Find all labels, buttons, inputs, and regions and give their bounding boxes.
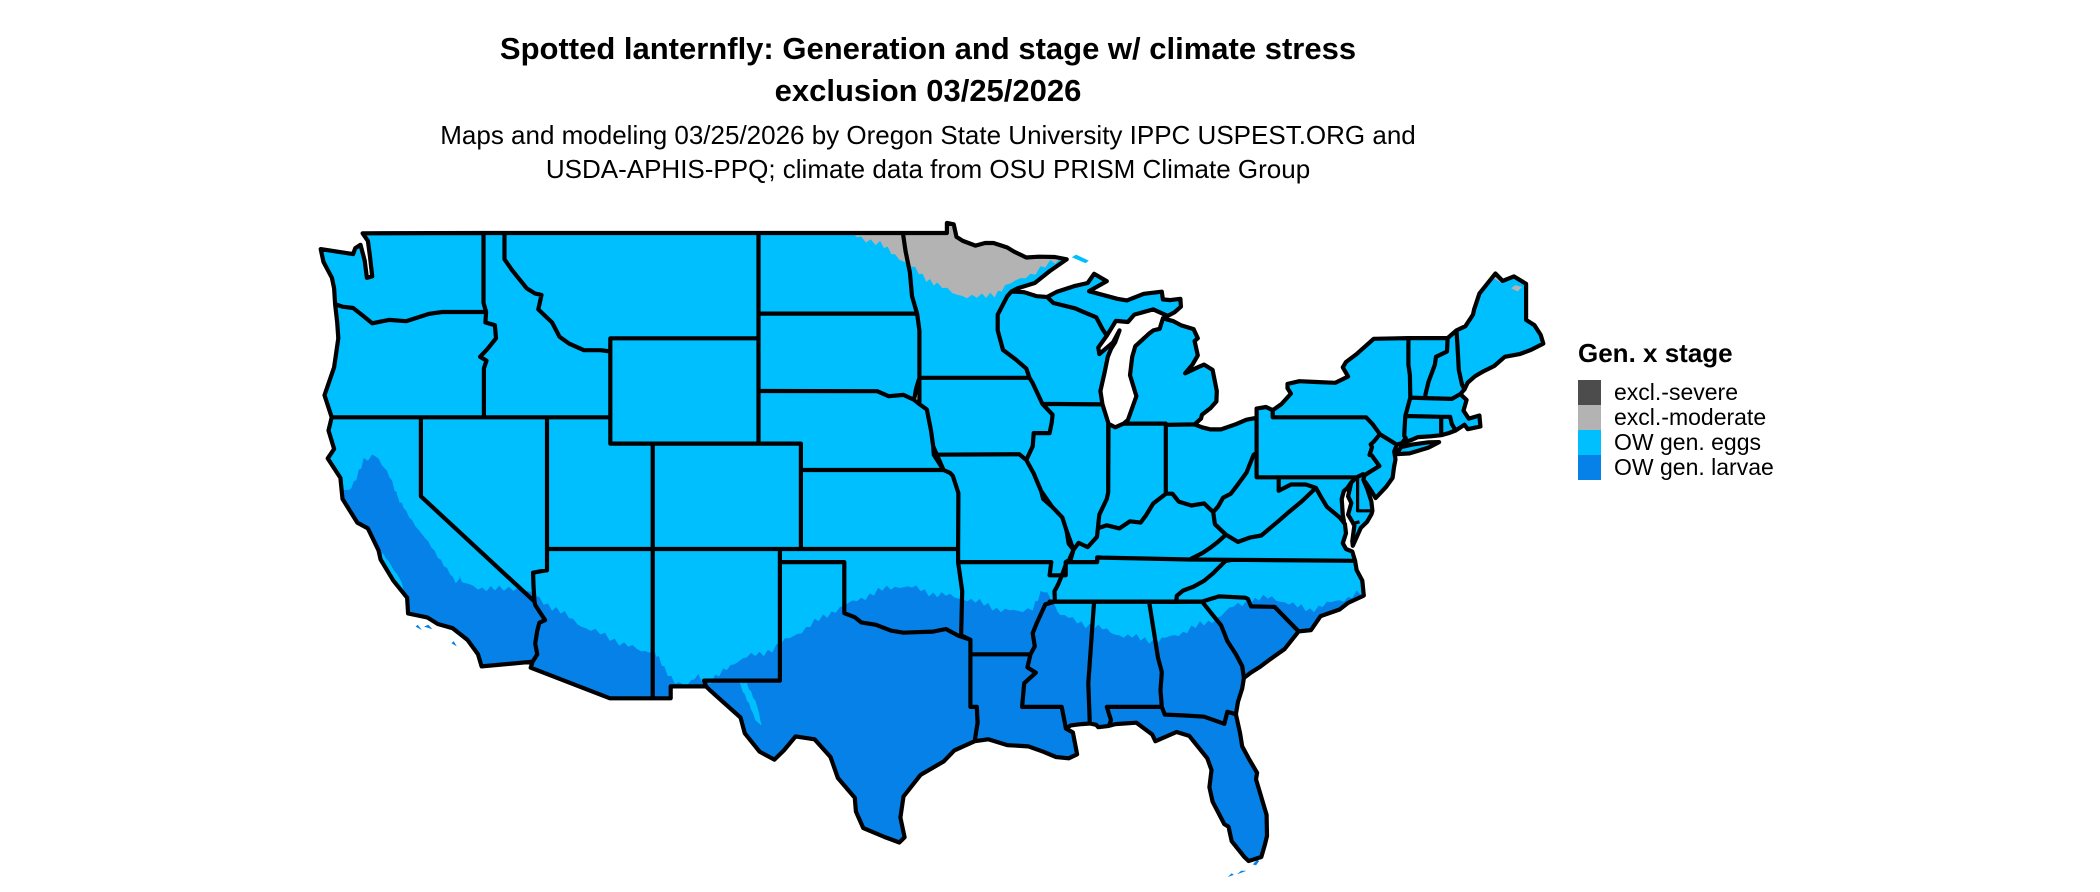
legend-item: OW gen. eggs: [1578, 429, 1774, 455]
map-islet: [1227, 873, 1234, 877]
state-borders: [1356, 477, 1373, 513]
map-islet: [415, 624, 422, 631]
figure-subtitle-line1: Maps and modeling 03/25/2026 by Oregon S…: [440, 120, 1416, 150]
map-region-ow-gen-eggs-island: [396, 483, 460, 584]
figure-subtitle-line2: USDA-APHIS-PPQ; climate data from OSU PR…: [545, 154, 1311, 184]
figure-subtitle: Maps and modeling 03/25/2026 by Oregon S…: [128, 118, 1728, 186]
legend-item: excl.-severe: [1578, 379, 1774, 405]
legend-swatch: [1578, 405, 1601, 430]
legend-items: excl.-severe excl.-moderate OW gen. eggs OW…: [1578, 379, 1774, 480]
map-region-ow-gen-eggs-island: [738, 680, 762, 726]
legend-item-label: OW gen. larvae: [1614, 454, 1774, 480]
legend-swatch: [1578, 380, 1601, 405]
legend: Gen. x stage excl.-severe excl.-moderate O…: [1578, 338, 1774, 480]
map-islet: [1252, 859, 1260, 866]
legend-item: excl.-moderate: [1578, 404, 1774, 430]
legend-item: OW gen. larvae: [1578, 454, 1774, 480]
figure-title-line2: exclusion 03/25/2026: [774, 73, 1082, 108]
map-region-ow-gen-eggs-island: [380, 552, 406, 595]
legend-swatch: [1578, 455, 1601, 480]
map-islet: [424, 624, 433, 630]
map-islet: [1071, 254, 1089, 264]
legend-item-label: excl.-moderate: [1614, 404, 1767, 430]
map-region-excl-moderate-island: [1511, 285, 1523, 292]
map-islet: [451, 641, 457, 647]
legend-item-label: OW gen. eggs: [1614, 429, 1762, 455]
state-borders: [1350, 520, 1360, 526]
map-islet: [1237, 870, 1247, 875]
legend-swatch: [1578, 430, 1601, 455]
figure-header: Spotted lanternfly: Generation and stage…: [128, 28, 1728, 186]
figure-title-line1: Spotted lanternfly: Generation and stage…: [499, 31, 1357, 66]
state-borders: [318, 220, 1546, 864]
legend-item-label: excl.-severe: [1614, 379, 1738, 405]
legend-title: Gen. x stage: [1578, 338, 1733, 368]
